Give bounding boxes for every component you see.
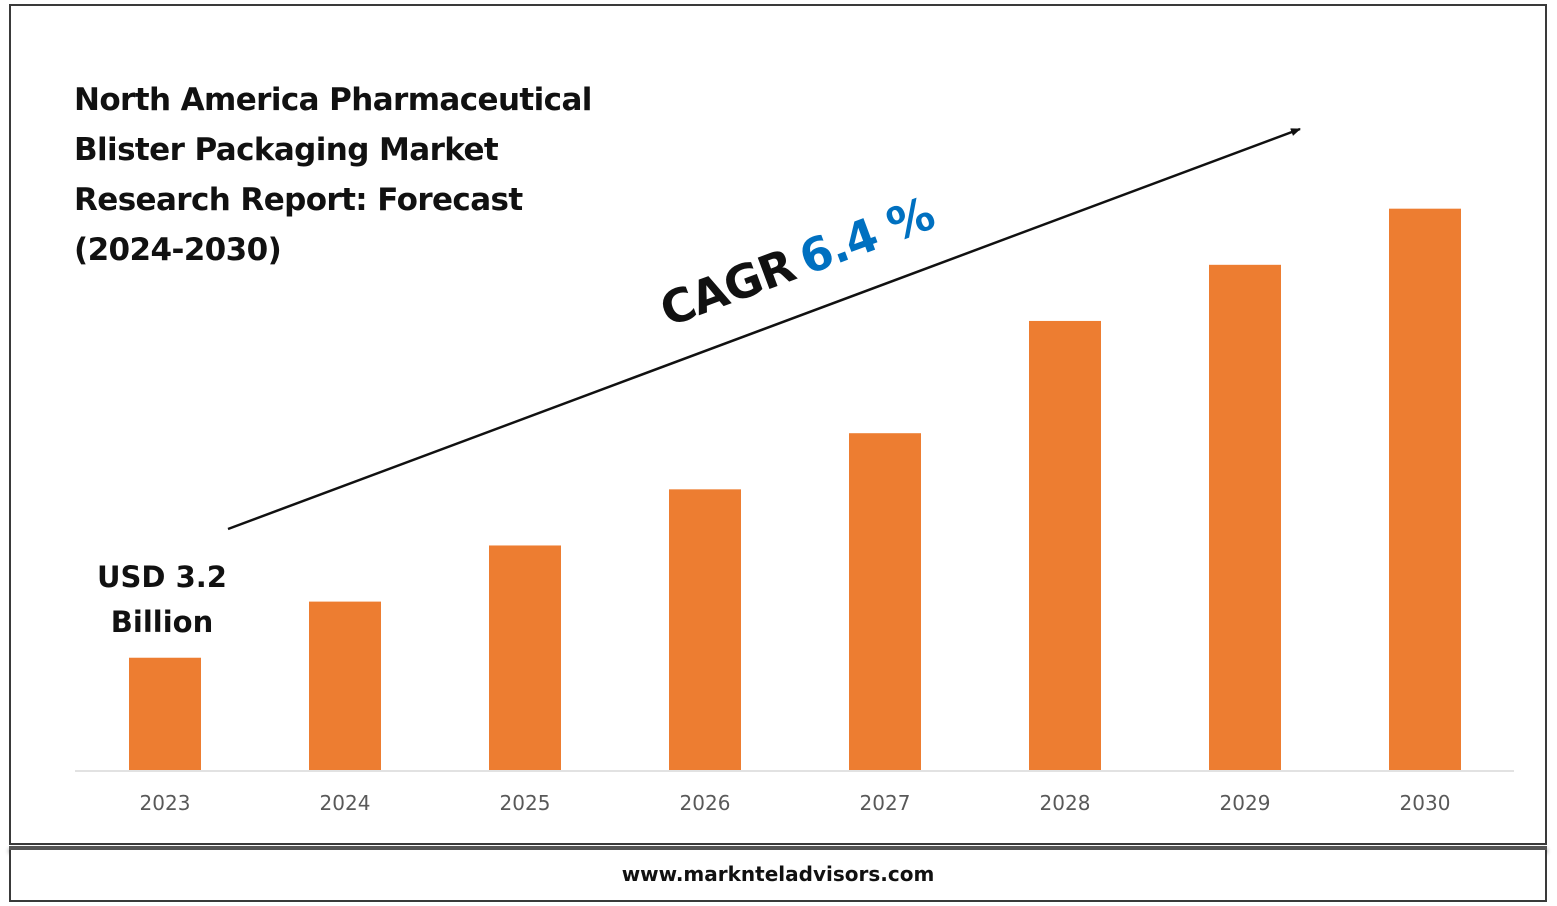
bars xyxy=(129,208,1461,770)
footer-url[interactable]: www.marknteladvisors.com xyxy=(621,862,935,886)
bar-2028 xyxy=(1029,320,1101,770)
bar-2029 xyxy=(1209,264,1281,770)
bar-2030 xyxy=(1389,208,1461,770)
x-tick-label: 2025 xyxy=(500,791,551,815)
x-tick-label: 2023 xyxy=(140,791,191,815)
x-tick-label: 2027 xyxy=(860,791,911,815)
bar-2026 xyxy=(669,489,741,770)
growth-arrow xyxy=(227,127,1301,531)
start-value-annotation-line1: USD 3.2 xyxy=(97,560,227,594)
frame-divider xyxy=(9,846,1547,850)
start-value-annotation-line2: Billion xyxy=(111,605,213,639)
bar-2023 xyxy=(129,657,201,770)
bar-2025 xyxy=(489,545,561,770)
x-tick-label: 2024 xyxy=(320,791,371,815)
footer: www.marknteladvisors.com xyxy=(9,850,1547,902)
chart-frame xyxy=(9,4,1547,845)
x-tick-labels: 2023 2024 2025 2026 2027 2028 2029 2030 xyxy=(140,791,1451,815)
x-tick-label: 2029 xyxy=(1220,791,1271,815)
bar-2024 xyxy=(309,601,381,770)
x-tick-label: 2026 xyxy=(680,791,731,815)
x-tick-label: 2028 xyxy=(1040,791,1091,815)
bar-2027 xyxy=(849,433,921,770)
cagr-annotation: CAGR6.4 % xyxy=(653,186,941,337)
chart-title: North America Pharmaceutical Blister Pac… xyxy=(74,82,592,268)
x-tick-label: 2030 xyxy=(1400,791,1451,815)
